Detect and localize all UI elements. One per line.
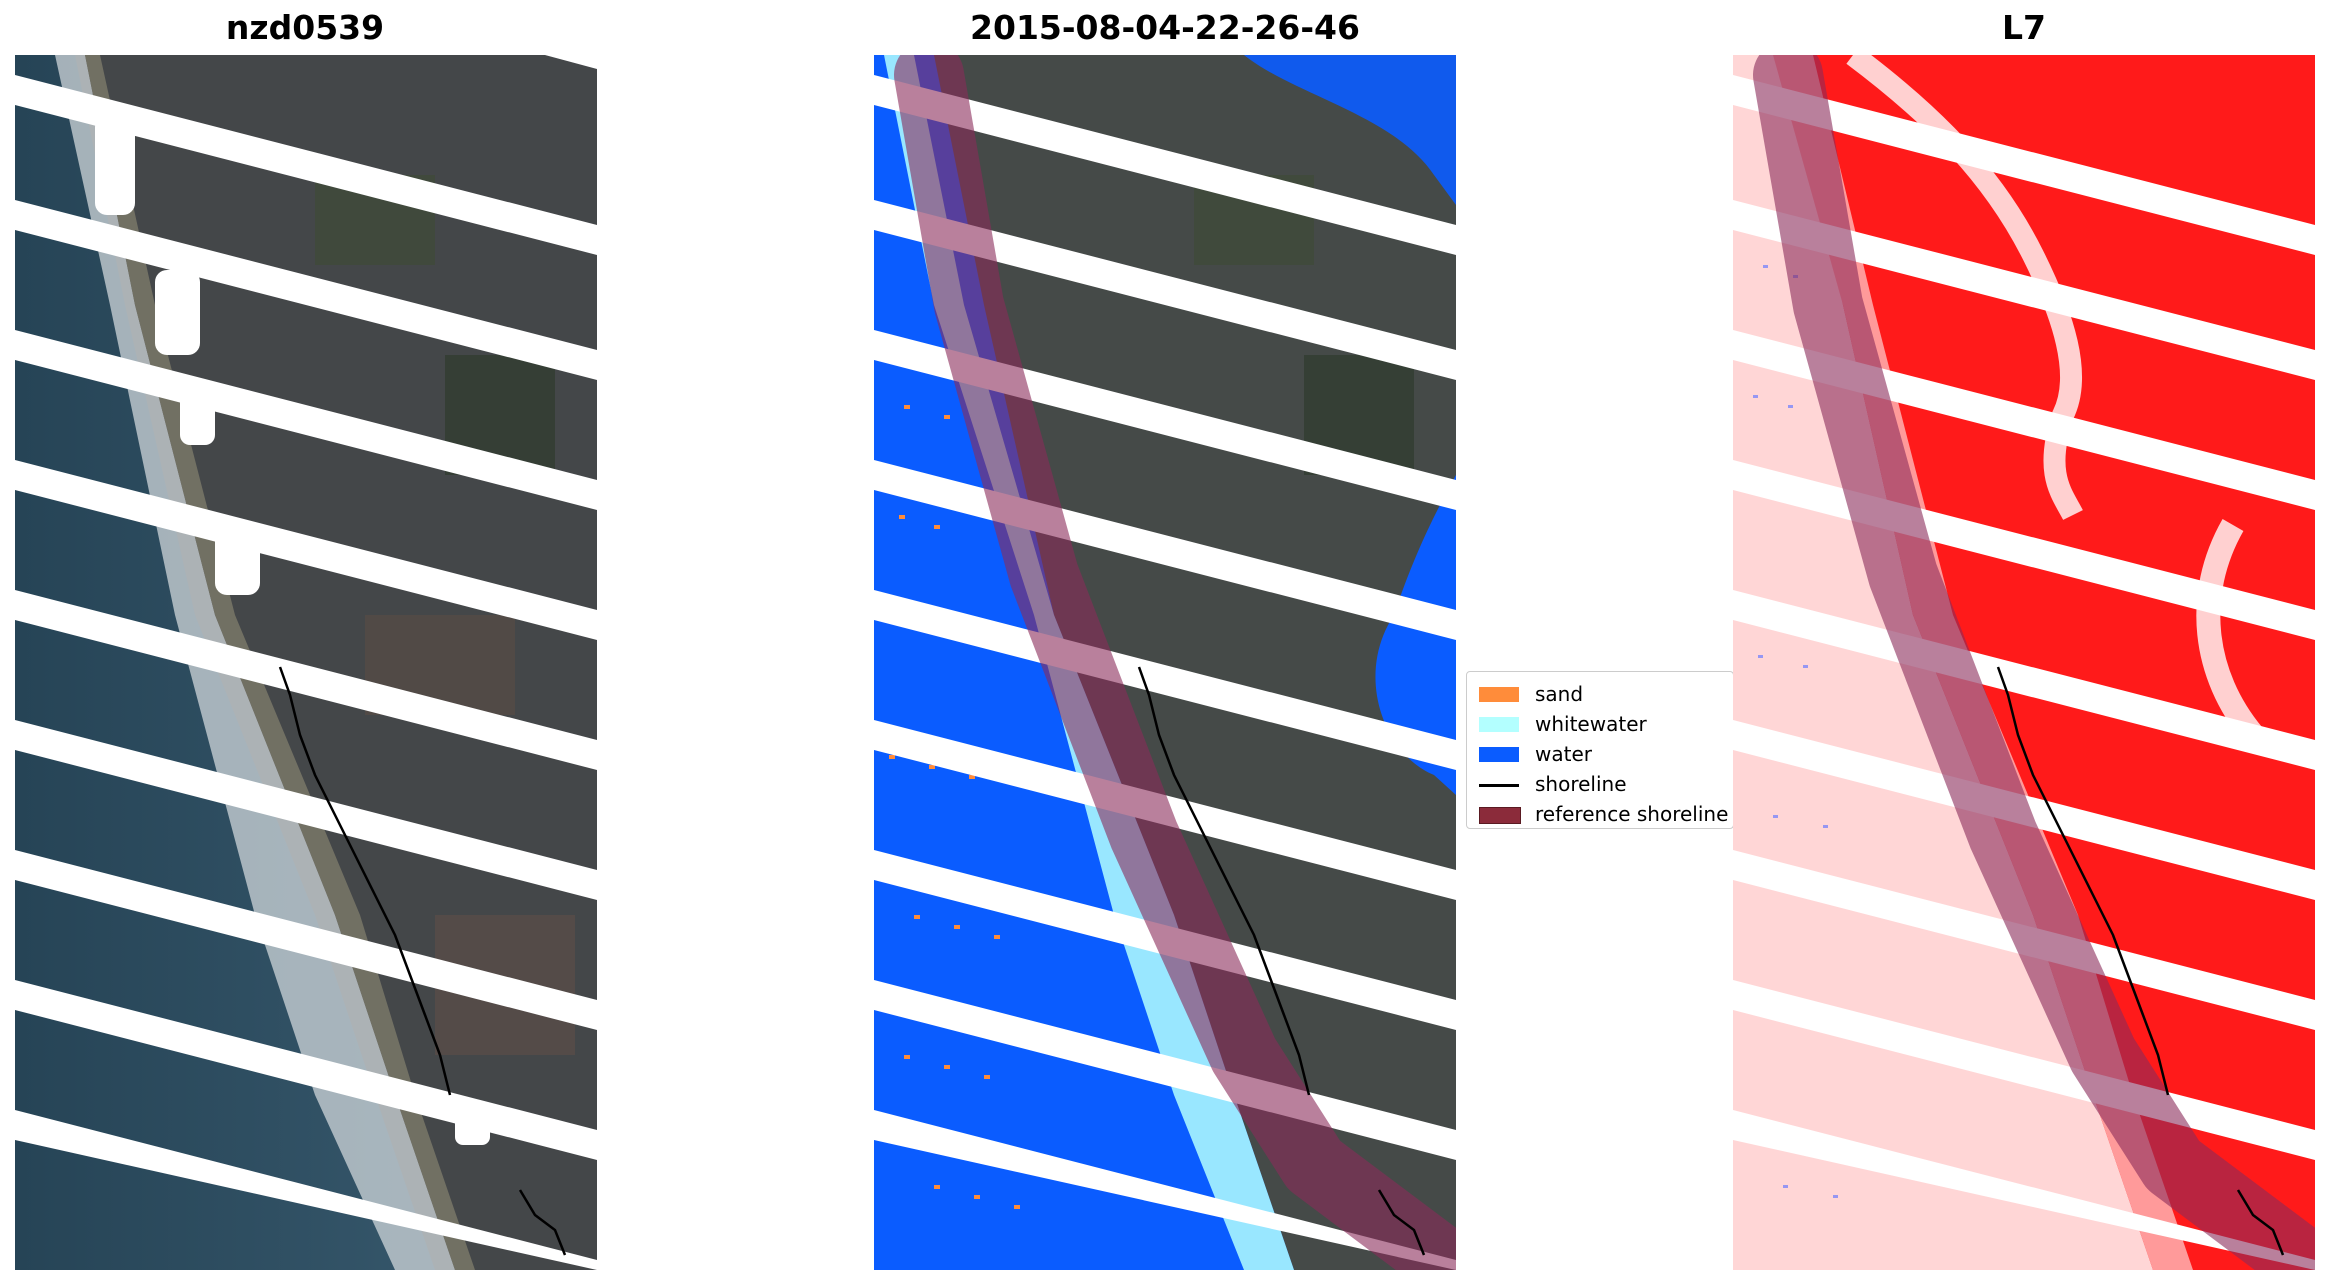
legend-label: reference shoreline bbox=[1535, 802, 1729, 826]
legend-label: sand bbox=[1535, 682, 1584, 706]
legend-label: water bbox=[1535, 742, 1592, 766]
panel-title-classified: 2015-08-04-22-26-46 bbox=[970, 8, 1360, 47]
panel-title-rgb: nzd0539 bbox=[225, 8, 385, 47]
legend-label: whitewater bbox=[1535, 712, 1647, 736]
legend-swatch-whitewater bbox=[1479, 717, 1519, 732]
legend-swatch-reference-shoreline bbox=[1479, 807, 1521, 824]
classified-image-panel bbox=[874, 55, 1456, 1270]
legend-item-whitewater: whitewater bbox=[1467, 710, 1735, 740]
legend-swatch-water bbox=[1479, 747, 1519, 762]
legend-item-water: water bbox=[1467, 740, 1735, 770]
index-image-panel bbox=[1733, 55, 2315, 1270]
rgb-image-panel bbox=[15, 55, 597, 1270]
legend-item-shoreline: shoreline bbox=[1467, 770, 1735, 800]
legend-line-shoreline bbox=[1479, 784, 1519, 787]
panel-title-index: L7 bbox=[2002, 8, 2046, 47]
legend-item-reference-shoreline: reference shoreline bbox=[1467, 800, 1735, 830]
legend-swatch-sand bbox=[1479, 687, 1519, 702]
legend-item-sand: sand bbox=[1467, 680, 1735, 710]
legend: sand whitewater water shoreline referenc… bbox=[1466, 671, 1734, 829]
legend-label: shoreline bbox=[1535, 772, 1627, 796]
